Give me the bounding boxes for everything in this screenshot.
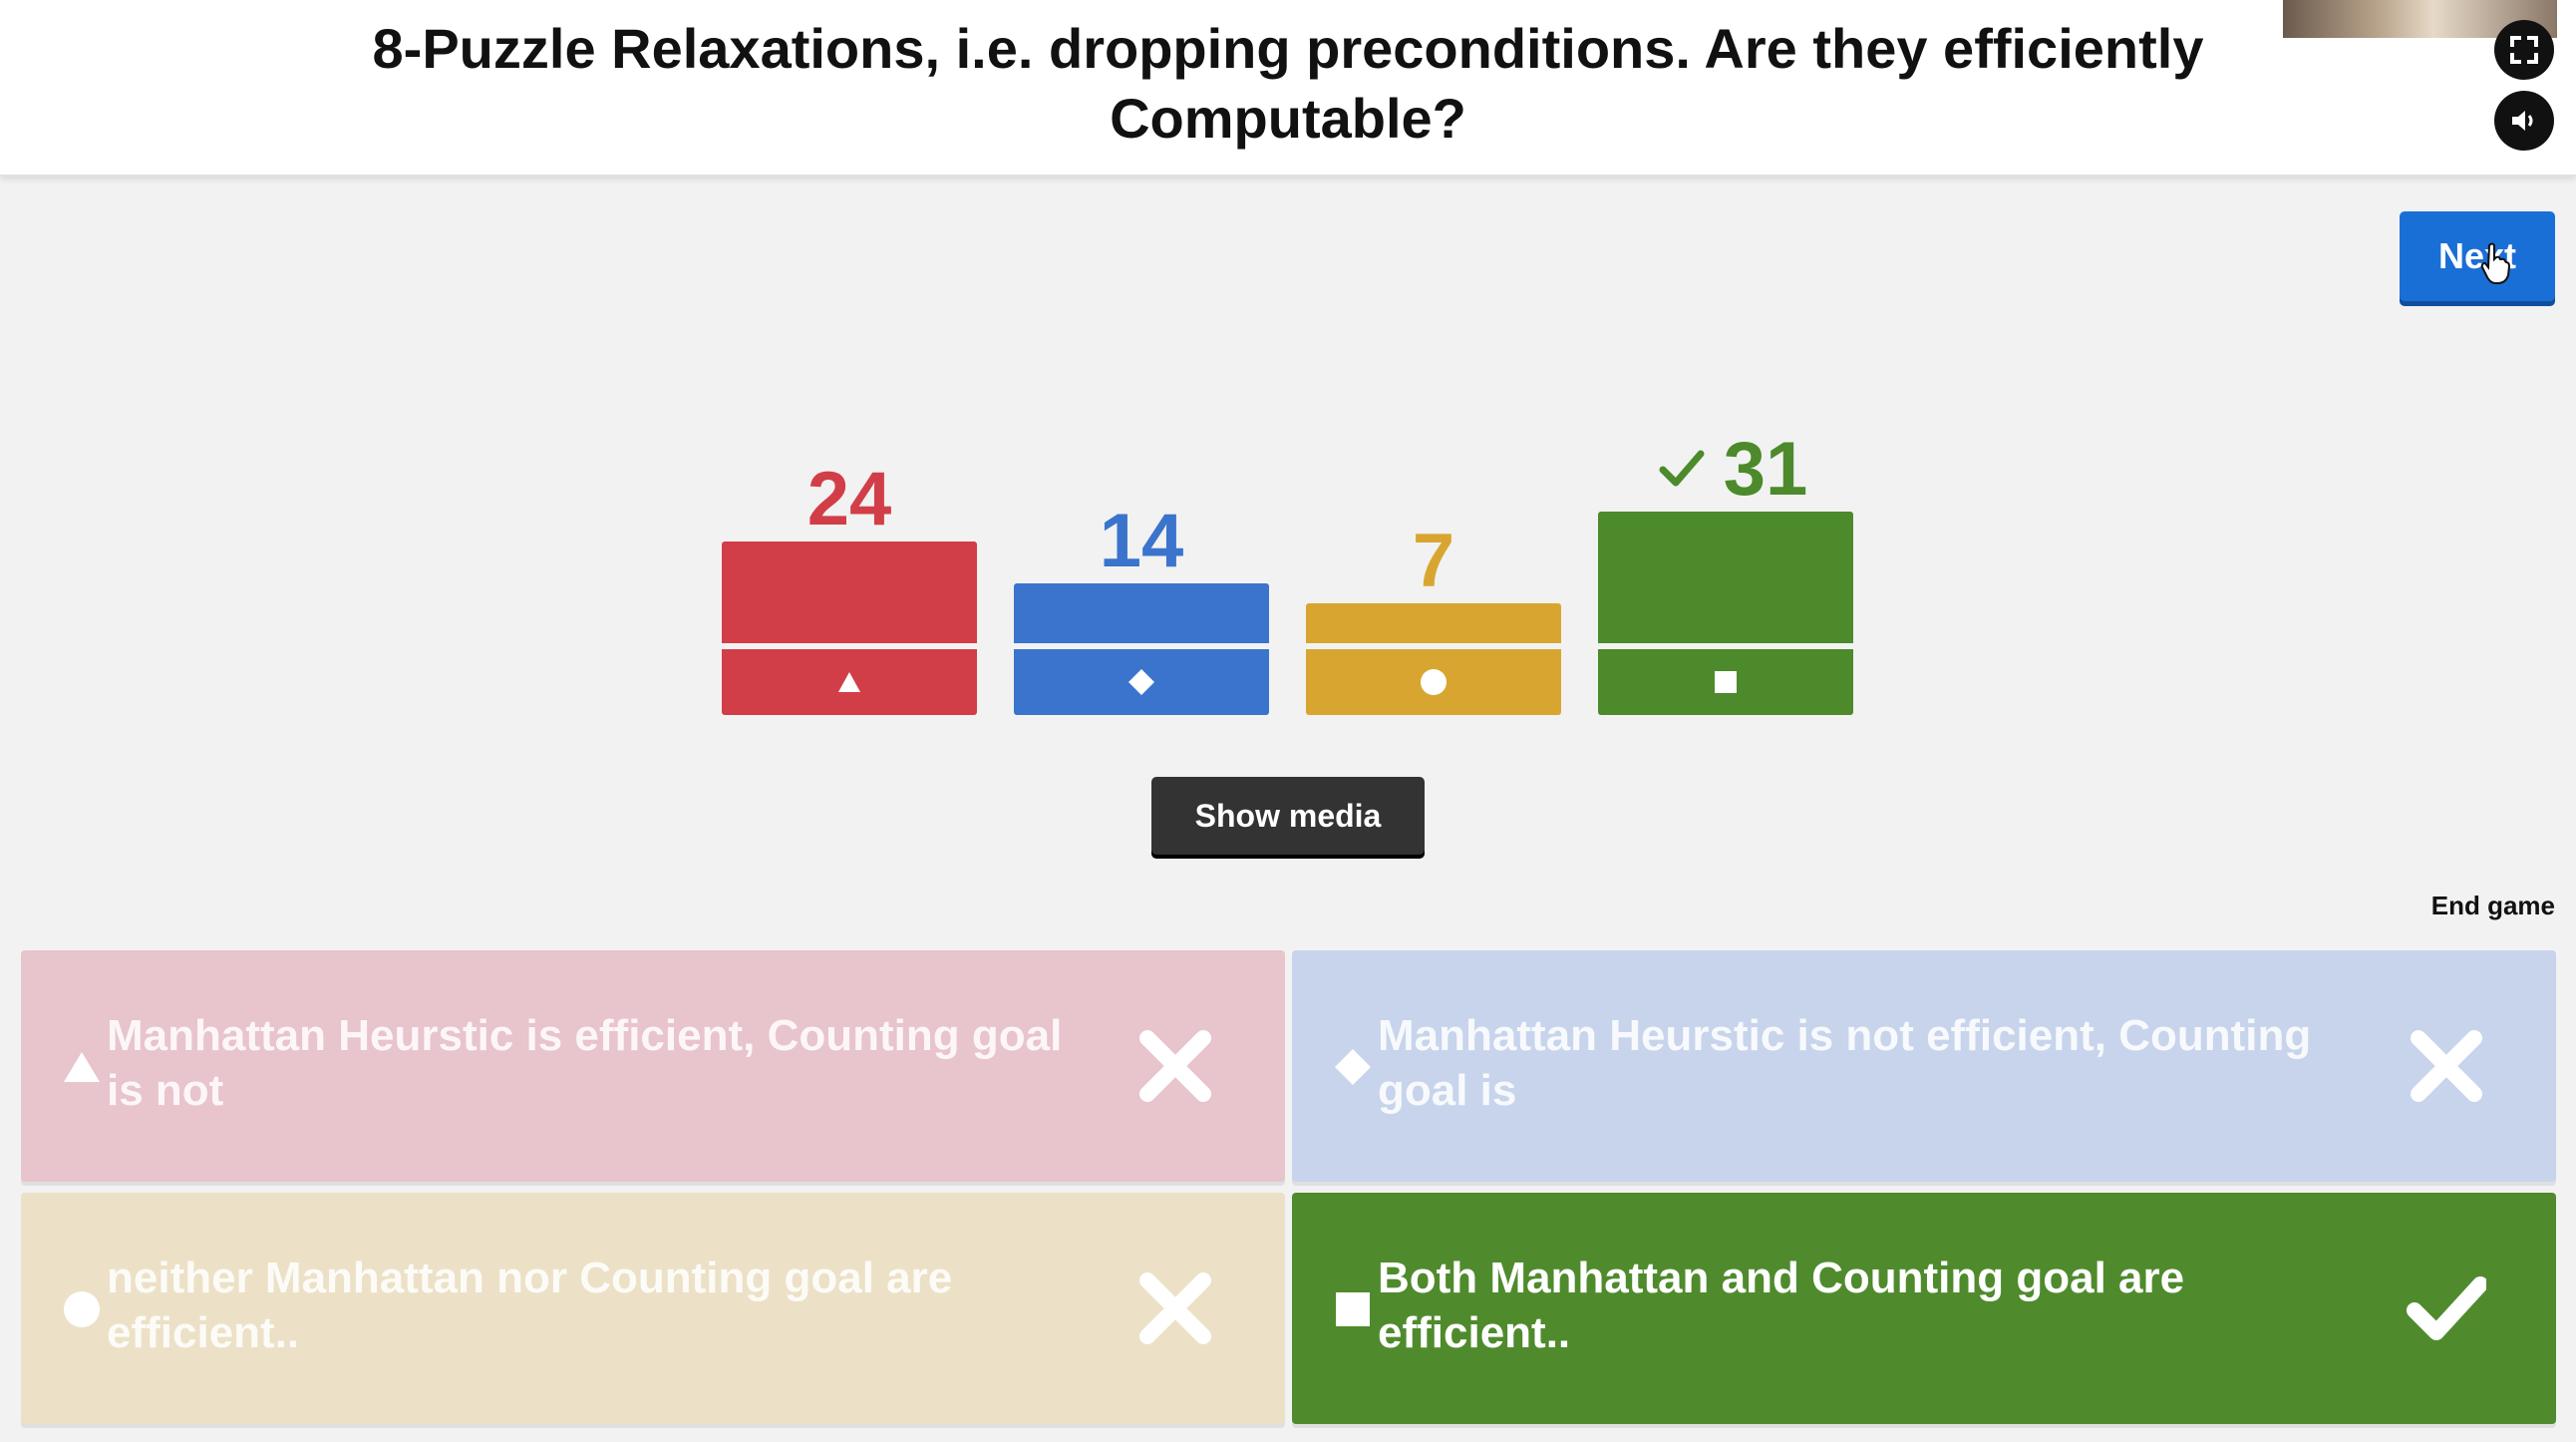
diamond-icon — [1128, 669, 1154, 695]
answer-shape — [49, 1276, 115, 1342]
result-base-triangle — [722, 649, 977, 715]
triangle-icon — [64, 1052, 100, 1082]
result-fill-diamond — [1014, 583, 1269, 643]
result-count-circle: 7 — [1412, 519, 1455, 603]
result-base-square — [1598, 649, 1853, 715]
result-count-triangle: 24 — [806, 457, 892, 541]
square-icon — [1715, 671, 1737, 693]
answer-shape — [1320, 1276, 1386, 1342]
result-base-diamond — [1014, 649, 1269, 715]
cross-icon — [2411, 1030, 2482, 1102]
show-media-button[interactable]: Show media — [1151, 777, 1425, 855]
result-base-circle — [1306, 649, 1561, 715]
result-bar-diamond: 14 — [1014, 0, 1269, 718]
result-fill-circle — [1306, 603, 1561, 643]
question-title: 8-Puzzle Relaxations, i.e. dropping prec… — [372, 17, 2204, 150]
end-game-link[interactable]: End game — [2430, 891, 2555, 920]
question-header: 8-Puzzle Relaxations, i.e. dropping prec… — [0, 0, 2576, 177]
hand-cursor-icon — [2480, 242, 2510, 284]
result-fill-triangle — [722, 541, 977, 643]
answer-text: Manhattan Heurstic is efficient, Countin… — [107, 1011, 1063, 1115]
cross-icon — [1139, 1030, 1211, 1102]
triangle-icon — [838, 672, 860, 692]
square-icon — [1336, 1292, 1370, 1326]
answer-tile-circle: neither Manhattan nor Counting goal are … — [21, 1193, 1285, 1424]
next-button[interactable]: Next — [2400, 211, 2555, 301]
answer-text: neither Manhattan nor Counting goal are … — [107, 1254, 953, 1357]
diamond-icon — [1335, 1049, 1371, 1085]
result-count-square: 31 — [1723, 427, 1808, 512]
fullscreen-button[interactable] — [2494, 20, 2554, 80]
circle-icon — [64, 1291, 100, 1327]
checkmark-icon — [2407, 1276, 2486, 1340]
answer-text: Manhattan Heurstic is not efficient, Cou… — [1378, 1011, 2312, 1115]
answer-tile-diamond: Manhattan Heurstic is not efficient, Cou… — [1292, 950, 2556, 1182]
cross-icon — [1139, 1272, 1211, 1344]
volume-button[interactable] — [2494, 91, 2554, 151]
answer-text: Both Manhattan and Counting goal are eff… — [1378, 1254, 2185, 1357]
volume-icon — [2512, 111, 2533, 131]
answer-tile-square: Both Manhattan and Counting goal are eff… — [1292, 1193, 2556, 1424]
answer-shape — [1320, 1034, 1386, 1100]
correct-check-icon — [1659, 450, 1705, 487]
circle-icon — [1421, 669, 1447, 695]
result-bar-square: 31 — [1598, 0, 1853, 718]
answer-shape — [49, 1034, 115, 1100]
fullscreen-icon — [2510, 36, 2538, 64]
answer-tile-triangle: Manhattan Heurstic is efficient, Countin… — [21, 950, 1285, 1182]
result-fill-square — [1598, 512, 1853, 643]
result-bar-triangle: 24 — [722, 0, 977, 718]
result-bar-circle: 7 — [1306, 0, 1561, 718]
result-count-diamond: 14 — [1099, 499, 1184, 583]
